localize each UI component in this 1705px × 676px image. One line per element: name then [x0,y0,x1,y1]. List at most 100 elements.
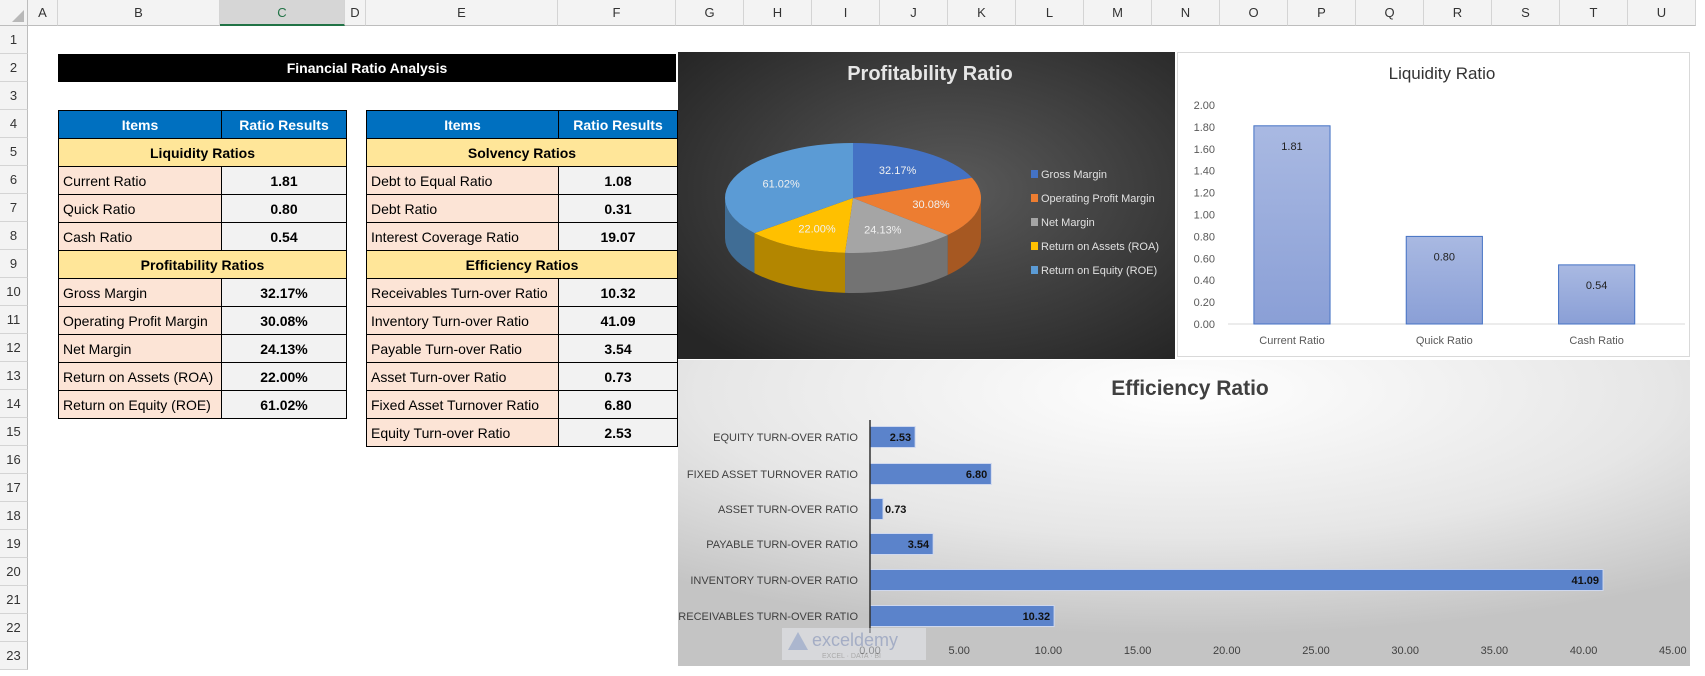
ratio-value-cell[interactable]: 0.73 [558,362,678,391]
ratio-label-cell[interactable]: Net Margin [58,334,222,363]
row-header-22[interactable]: 22 [0,614,28,642]
row-header-9[interactable]: 9 [0,250,28,278]
ratio-value-cell[interactable]: 0.31 [558,194,678,223]
efficiency-bar-chart[interactable]: Efficiency Ratio 0.00 5.00 10.00 15.00 20.00 2… [678,360,1690,666]
row-header-20[interactable]: 20 [0,558,28,586]
ratio-value-cell[interactable]: 10.32 [558,278,678,307]
table-row: Debt Ratio 0.31 [366,194,678,223]
ratio-label-cell[interactable]: Fixed Asset Turnover Ratio [366,390,559,419]
ratio-label-cell[interactable]: Gross Margin [58,278,222,307]
ratio-value-cell[interactable]: 30.08% [221,306,347,335]
column-header-N[interactable]: N [1152,0,1220,26]
pie-slice[interactable] [754,198,853,253]
y-tick-label: 0.00 [1194,319,1215,331]
ratio-label-cell[interactable]: Interest Coverage Ratio [366,222,559,251]
ratio-value-cell[interactable]: 6.80 [558,390,678,419]
row-header-16[interactable]: 16 [0,446,28,474]
row-header-13[interactable]: 13 [0,362,28,390]
row-header-15[interactable]: 15 [0,418,28,446]
column-header-J[interactable]: J [880,0,948,26]
pie-slice[interactable] [853,143,972,198]
bar[interactable] [1405,235,1483,325]
ratio-label-cell[interactable]: Cash Ratio [58,222,222,251]
ratio-value-cell[interactable]: 1.81 [221,166,347,195]
bar[interactable] [869,498,884,520]
ratio-value-cell[interactable]: 24.13% [221,334,347,363]
ratio-label-cell[interactable]: Asset Turn-over Ratio [366,362,559,391]
column-header-S[interactable]: S [1492,0,1560,26]
ratio-label-cell[interactable]: Operating Profit Margin [58,306,222,335]
select-all-button[interactable] [0,0,28,26]
row-header-10[interactable]: 10 [0,278,28,306]
row-header-1[interactable]: 1 [0,26,28,54]
column-header-O[interactable]: O [1220,0,1288,26]
ratio-label-cell[interactable]: Quick Ratio [58,194,222,223]
ratio-value-cell[interactable]: 3.54 [558,334,678,363]
row-header-4[interactable]: 4 [0,110,28,138]
column-header-T[interactable]: T [1560,0,1628,26]
row-header-11[interactable]: 11 [0,306,28,334]
column-header-F[interactable]: F [558,0,676,26]
column-header-Q[interactable]: Q [1356,0,1424,26]
ratio-value-cell[interactable]: 1.08 [558,166,678,195]
bar[interactable] [1558,264,1636,325]
pie-slice[interactable] [845,198,948,253]
row-header-21[interactable]: 21 [0,586,28,614]
y-tick-label: 1.80 [1194,122,1215,134]
ratio-label-cell[interactable]: Debt Ratio [366,194,559,223]
ratio-value-cell[interactable]: 0.54 [221,222,347,251]
bar[interactable] [1253,125,1331,325]
column-header-I[interactable]: I [812,0,880,26]
row-header-3[interactable]: 3 [0,82,28,110]
ratio-label-cell[interactable]: Payable Turn-over Ratio [366,334,559,363]
pie-slice[interactable] [725,143,853,234]
column-header-A[interactable]: A [28,0,58,26]
column-header-B[interactable]: B [58,0,220,26]
column-header-R[interactable]: R [1424,0,1492,26]
ratio-value-cell[interactable]: 19.07 [558,222,678,251]
bar[interactable] [869,569,1604,591]
row-header-19[interactable]: 19 [0,530,28,558]
column-header-P[interactable]: P [1288,0,1356,26]
ratio-label-cell[interactable]: Debt to Equal Ratio [366,166,559,195]
row-header-7[interactable]: 7 [0,194,28,222]
row-header-12[interactable]: 12 [0,334,28,362]
row-header-5[interactable]: 5 [0,138,28,166]
ratio-value-cell[interactable]: 32.17% [221,278,347,307]
x-category-label: Cash Ratio [1569,335,1623,347]
column-header-E[interactable]: E [366,0,558,26]
column-header-C[interactable]: C [220,0,345,26]
column-header-G[interactable]: G [676,0,744,26]
ratio-label-cell[interactable]: Equity Turn-over Ratio [366,418,559,447]
row-header-2[interactable]: 2 [0,54,28,82]
column-header-D[interactable]: D [345,0,366,26]
ratio-value-cell[interactable]: 2.53 [558,418,678,447]
row-header-18[interactable]: 18 [0,502,28,530]
column-header-H[interactable]: H [744,0,812,26]
column-header-M[interactable]: M [1084,0,1152,26]
ratio-label-cell[interactable]: Current Ratio [58,166,222,195]
ratio-value-cell[interactable]: 61.02% [221,390,347,419]
section-title[interactable]: Solvency Ratios [366,138,678,167]
ratio-value-cell[interactable]: 0.80 [221,194,347,223]
ratio-label-cell[interactable]: Receivables Turn-over Ratio [366,278,559,307]
column-header-K[interactable]: K [948,0,1016,26]
section-title[interactable]: Efficiency Ratios [366,250,678,279]
section-title[interactable]: Profitability Ratios [58,250,347,279]
row-header-14[interactable]: 14 [0,390,28,418]
row-header-8[interactable]: 8 [0,222,28,250]
ratio-value-cell[interactable]: 41.09 [558,306,678,335]
row-header-17[interactable]: 17 [0,474,28,502]
pie-slice[interactable] [853,177,981,236]
row-header-6[interactable]: 6 [0,166,28,194]
ratio-label-cell[interactable]: Return on Equity (ROE) [58,390,222,419]
ratio-label-cell[interactable]: Inventory Turn-over Ratio [366,306,559,335]
column-header-U[interactable]: U [1628,0,1696,26]
profitability-pie-chart[interactable]: Profitability Ratio 32.17% 30.08% 24.13% 22.… [678,52,1175,359]
row-header-23[interactable]: 23 [0,642,28,670]
column-header-L[interactable]: L [1016,0,1084,26]
liquidity-bar-chart[interactable]: Liquidity Ratio 0.00 0.20 0.40 0.60 0.80 1.00 1… [1177,52,1690,357]
ratio-label-cell[interactable]: Return on Assets (ROA) [58,362,222,391]
ratio-value-cell[interactable]: 22.00% [221,362,347,391]
section-title[interactable]: Liquidity Ratios [58,138,347,167]
